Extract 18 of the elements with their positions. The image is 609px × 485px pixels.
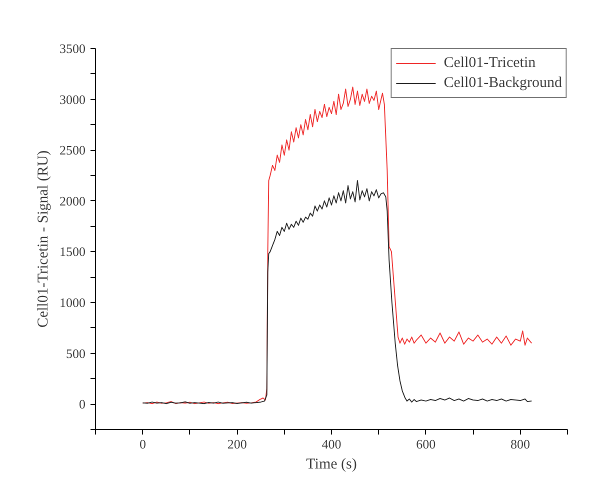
line-series — [142, 180, 532, 404]
y-axis-title: Cell01-Tricetin - Signal (RU) — [36, 150, 52, 328]
x-tick-label: 600 — [416, 436, 436, 452]
x-tick-label: 200 — [227, 436, 247, 452]
legend-label: Cell01-Tricetin — [444, 54, 536, 72]
y-tick-label: 1500 — [60, 244, 86, 260]
y-tick-label: 3000 — [60, 92, 86, 107]
x-tick-label: 800 — [510, 436, 530, 452]
y-tick-label: 2500 — [60, 142, 86, 158]
x-tick-label: 400 — [322, 436, 342, 452]
x-tick-label: 0 — [139, 436, 146, 452]
y-tick-label: 500 — [66, 346, 86, 361]
legend-label: Cell01-Background — [444, 74, 562, 92]
y-tick-label: 2000 — [60, 193, 86, 208]
y-tick-label: 0 — [79, 396, 86, 412]
y-tick-label: 1000 — [60, 295, 86, 310]
y-tick-label: 3500 — [60, 41, 86, 56]
x-axis-title: Time (s) — [306, 456, 357, 472]
